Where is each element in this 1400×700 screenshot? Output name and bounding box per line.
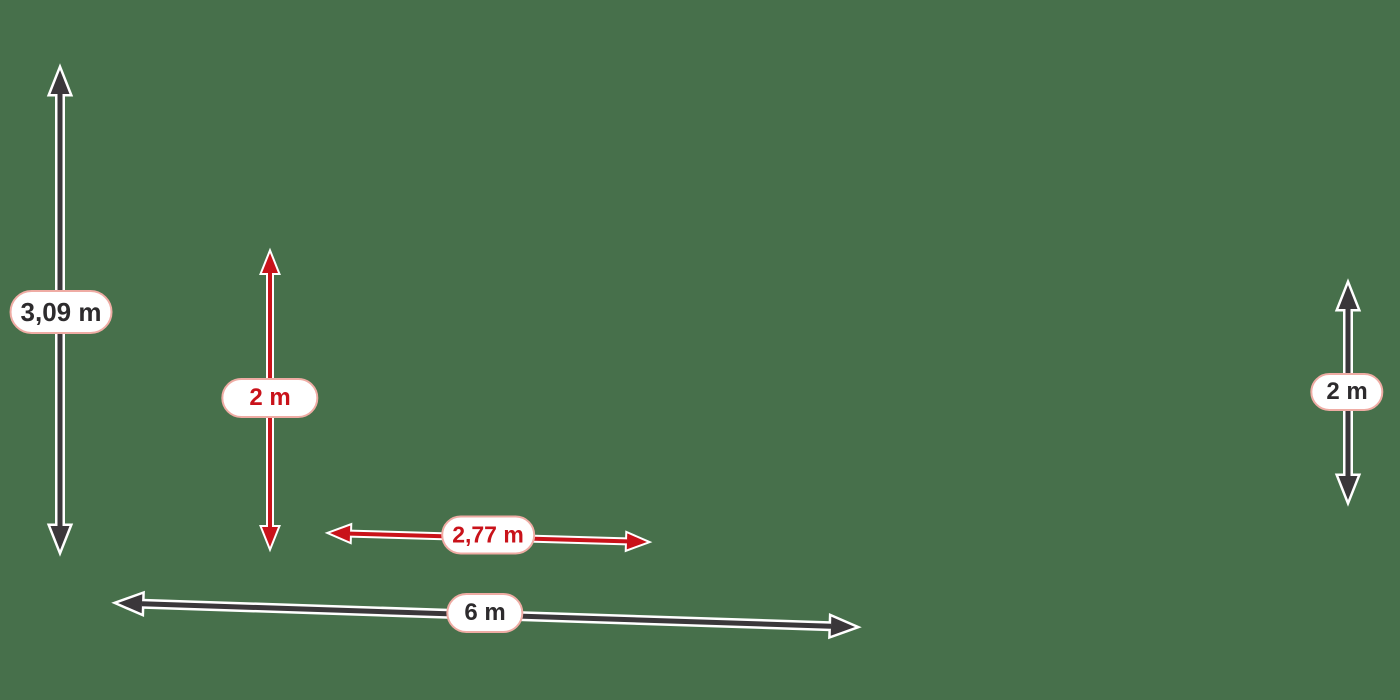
measurement-label-right-height: 2 m: [1310, 373, 1384, 411]
measurement-label-total-height: 3,09 m: [9, 290, 113, 334]
measurement-label-red-width: 2,77 m: [441, 515, 535, 555]
measurement-label-red-height: 2 m: [221, 378, 319, 418]
measurement-label-total-width: 6 m: [446, 593, 524, 633]
